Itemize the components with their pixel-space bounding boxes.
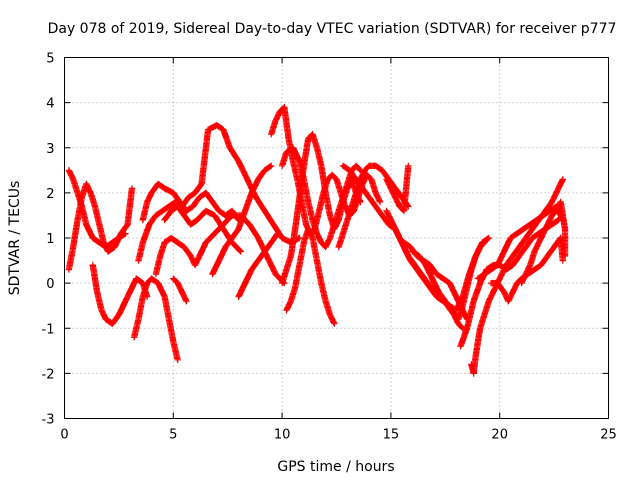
series-arc-05 [135,122,303,264]
marker-path [409,239,488,323]
marker-path [170,275,190,305]
y-tick-label: 4 [46,97,54,112]
x-tick-label: 15 [383,428,400,443]
series-arc-04 [130,275,181,363]
y-axis-label: SDTVAR / TECUs [7,181,23,296]
marker-path [278,131,364,287]
y-tick-label: 0 [46,277,54,292]
y-tick-label: 5 [46,52,54,67]
y-tick-label: 2 [46,187,54,202]
series-arc-03 [89,261,151,327]
series-arc-07 [161,203,244,255]
y-tick-label: 3 [46,142,54,157]
chart-title: Day 078 of 2019, Sidereal Day-to-day VTE… [48,21,617,37]
data-points [65,103,569,377]
marker-path [518,198,569,287]
marker-path [161,203,244,255]
x-tick-label: 5 [169,428,177,443]
series-arc-15 [283,225,338,327]
marker-path [89,261,151,327]
marker-path [383,162,412,215]
marker-path [339,162,399,233]
series-arc-17 [339,162,399,233]
series-arc-11 [235,230,281,300]
y-tick-label: -1 [42,322,55,337]
x-tick-label: 20 [491,428,508,443]
series-arc-27 [518,198,569,287]
grid-lines [64,57,609,419]
marker-path [65,180,136,273]
y-tick-label: -3 [42,413,55,428]
series-arc-14 [278,131,364,287]
axis-ticks: 0 5 10 15 20 25 -3 -2 -1 0 1 2 3 4 5 [42,52,617,443]
marker-path [135,122,303,264]
x-tick-label: 0 [60,428,68,443]
y-tick-label: -2 [42,367,55,382]
marker-path [235,230,281,300]
x-tick-label: 25 [600,428,617,443]
series-arc-22 [409,239,488,323]
series-arc-02 [65,180,136,273]
x-tick-label: 10 [274,428,291,443]
series-arc-09 [170,275,190,305]
marker-path [283,225,338,327]
marker-path [139,180,242,224]
marker-path [130,275,181,363]
y-tick-label: 1 [46,232,54,247]
marker-path [209,162,275,278]
x-axis-label: GPS time / hours [277,459,394,475]
series-arc-18 [383,162,412,215]
series-arc-06 [139,180,242,224]
series-arc-10 [209,162,275,278]
